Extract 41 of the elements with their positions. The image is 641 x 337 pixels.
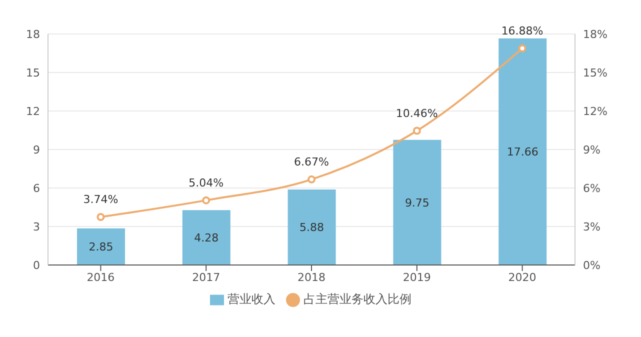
y-tick-label: 18 [26, 28, 40, 41]
y-tick-label: 3 [33, 220, 40, 234]
point [96, 213, 105, 222]
x-tick-label: 2016 [86, 270, 115, 284]
data-label: 4.28 [194, 231, 219, 244]
x-tick-label: 2018 [298, 270, 326, 284]
y2-tick-label: 3% [583, 220, 600, 234]
y2-tick-label: 0% [583, 258, 600, 272]
y2-tick-label: 12% [583, 104, 608, 118]
y-tick-label: 9 [33, 143, 40, 156]
y2-tick-label: 9% [583, 143, 600, 156]
x-tick-label: 2017 [192, 270, 220, 284]
legend-label: 营业收入 [228, 292, 276, 306]
bar [288, 190, 336, 265]
data-label: 9.75 [404, 196, 430, 210]
x-tick-label: 2020 [508, 270, 536, 284]
data-label: 3.74% [83, 193, 118, 206]
data-label: 5.04% [188, 176, 224, 190]
x-tick-label: 2019 [402, 270, 431, 284]
point [412, 126, 421, 135]
y-tick-label: 6 [33, 182, 40, 195]
y-tick-label: 15 [26, 66, 40, 80]
data-label: 16.88% [501, 24, 544, 38]
bar [393, 140, 442, 265]
y2-tick-label: 6% [583, 182, 600, 195]
point [308, 175, 316, 184]
data-label: 10.46% [396, 106, 438, 120]
data-label: 5.88 [300, 221, 324, 234]
point [202, 196, 210, 204]
y2-tick-label: 15% [583, 66, 608, 80]
y-tick-label: 0 [33, 258, 40, 272]
bar [182, 210, 230, 265]
bar [498, 38, 547, 265]
data-label: 6.67% [294, 155, 329, 168]
data-label: 17.66 [506, 146, 538, 159]
y2-tick-label: 18% [583, 28, 608, 41]
y-tick-label: 12 [26, 104, 40, 118]
bar [77, 228, 125, 265]
legend-label: 占主营业务收入比例 [304, 292, 412, 306]
data-label: 2.85 [88, 240, 114, 254]
point [518, 44, 526, 52]
